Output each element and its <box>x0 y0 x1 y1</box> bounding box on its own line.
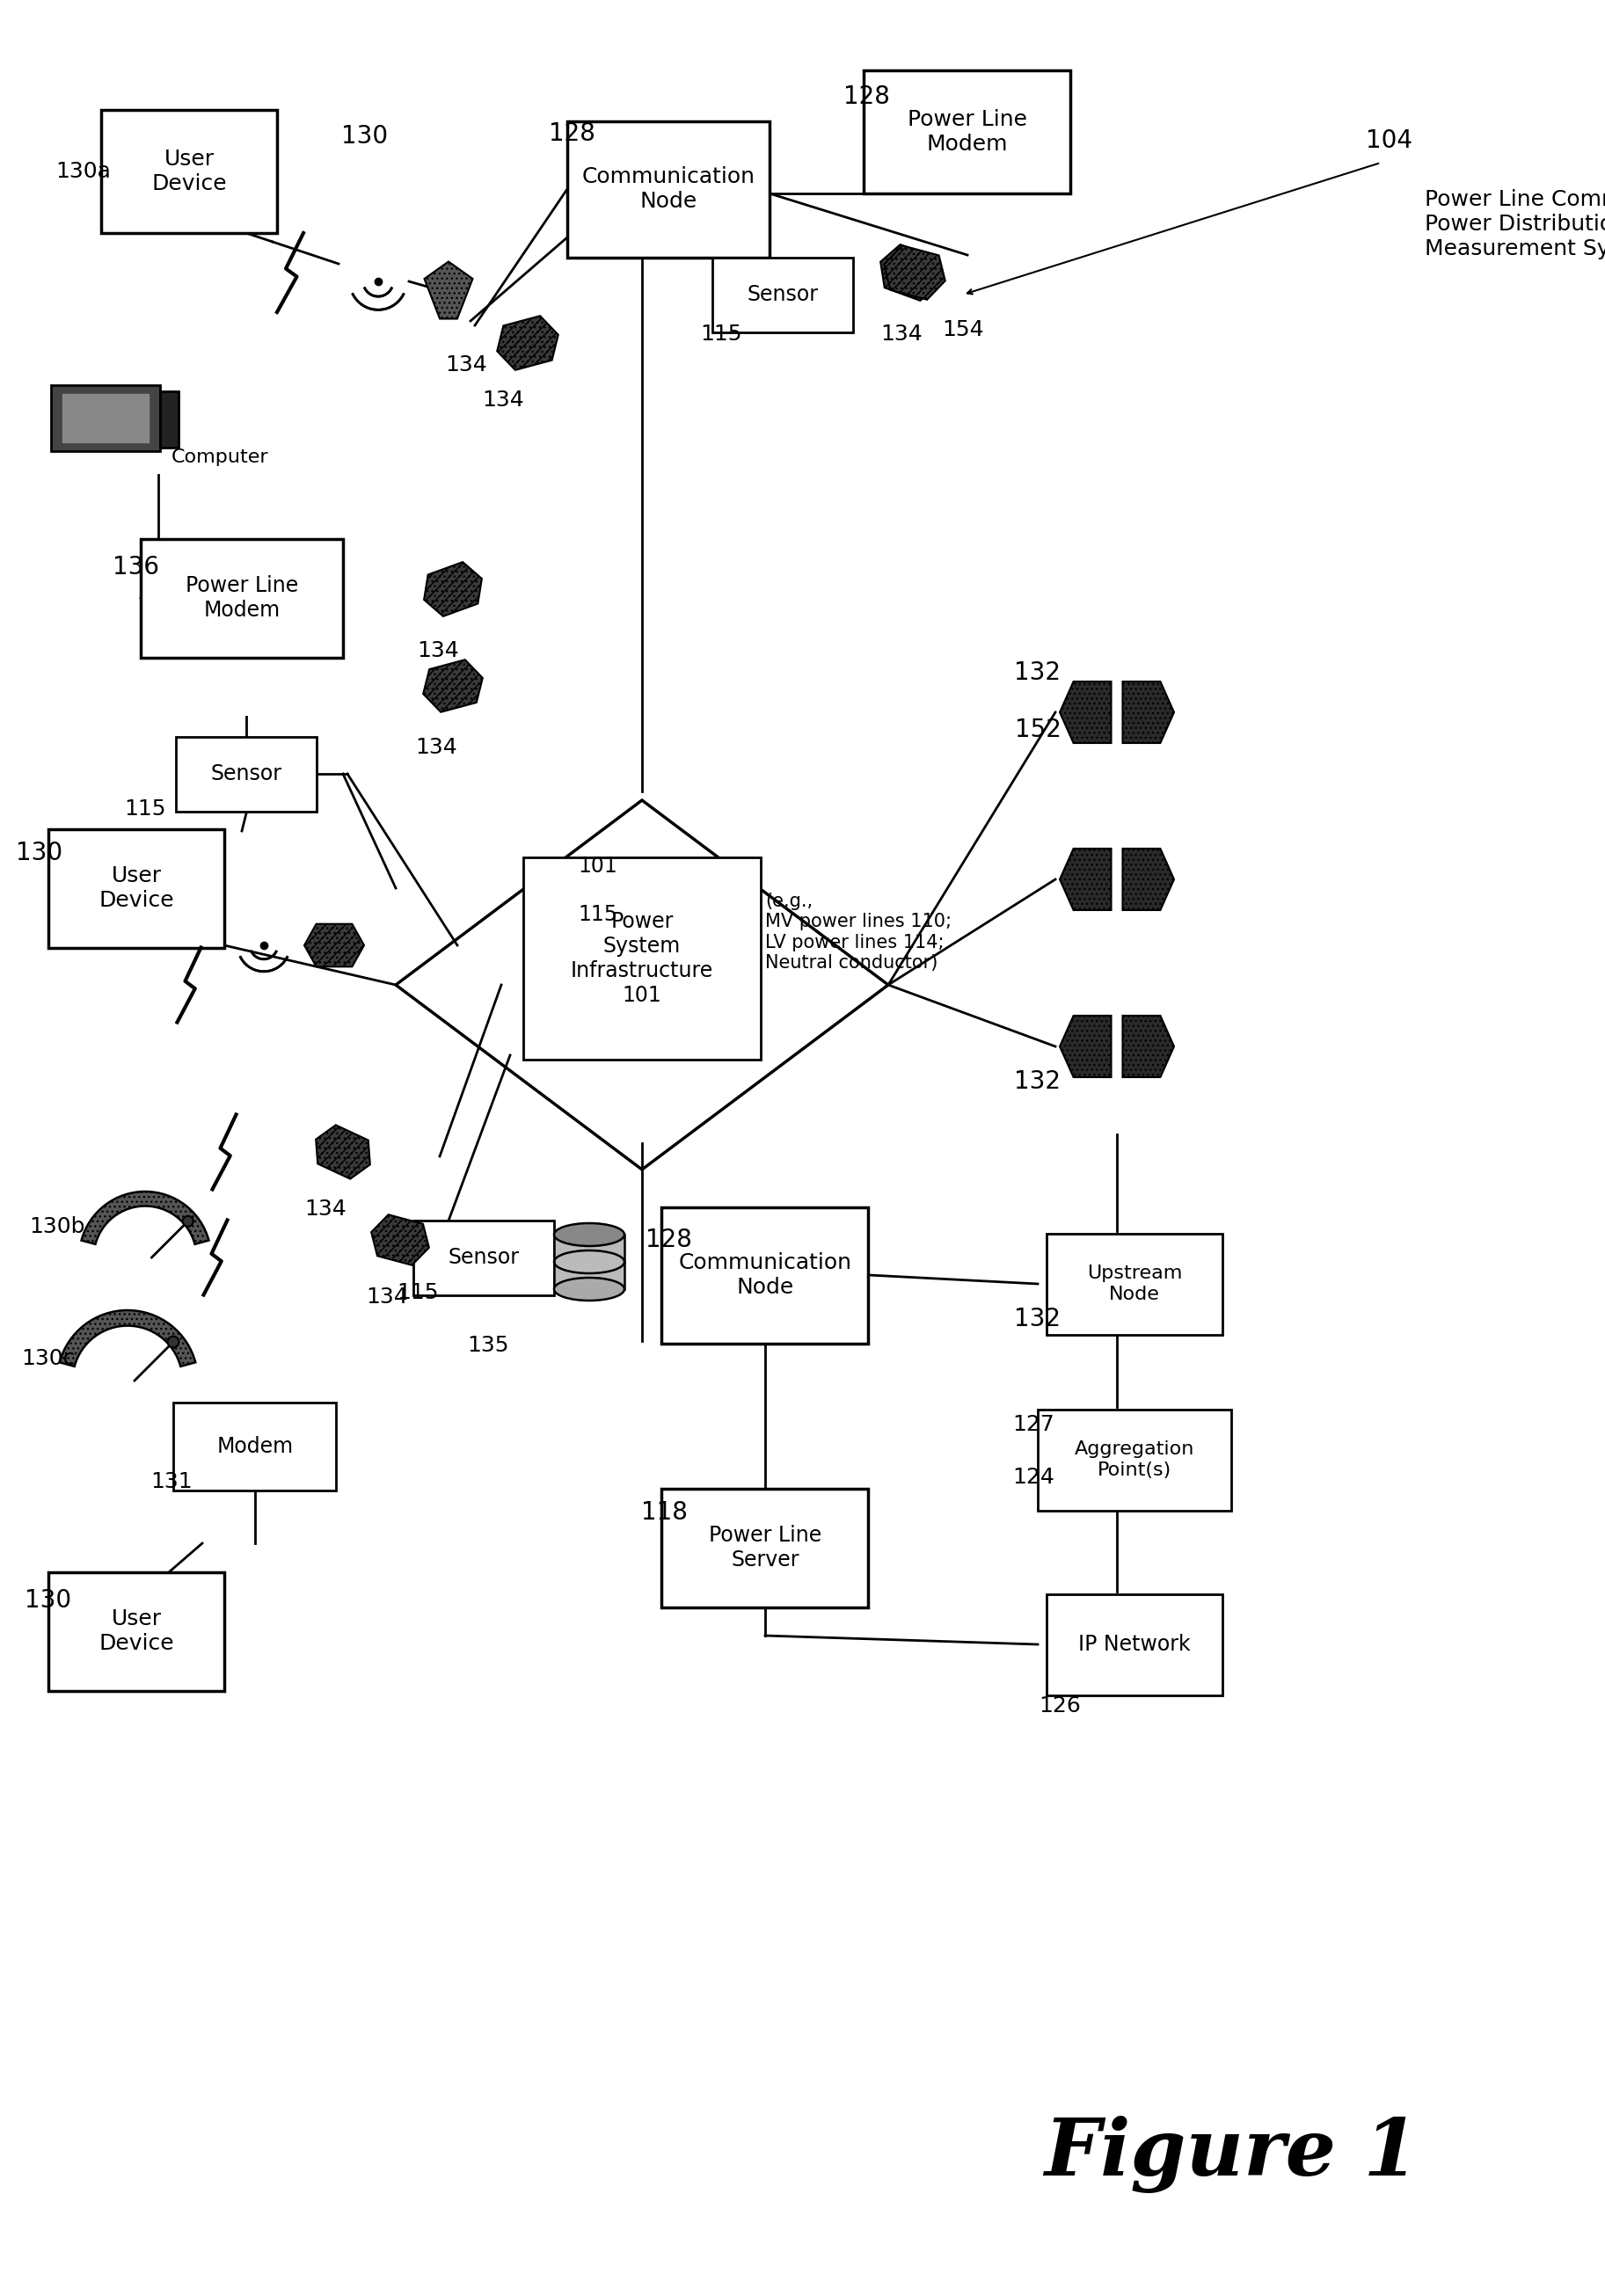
Text: 128: 128 <box>645 1228 692 1251</box>
Text: 126: 126 <box>1038 1694 1080 1717</box>
FancyBboxPatch shape <box>51 386 160 452</box>
FancyBboxPatch shape <box>48 829 225 948</box>
Text: Aggregation
Point(s): Aggregation Point(s) <box>1074 1440 1194 1479</box>
FancyBboxPatch shape <box>661 1208 868 1343</box>
Polygon shape <box>371 1215 429 1265</box>
Polygon shape <box>1122 850 1175 909</box>
Text: 154: 154 <box>942 319 984 340</box>
Text: Power Line
Modem: Power Line Modem <box>907 110 1027 154</box>
Text: User
Device: User Device <box>98 866 173 912</box>
Text: Power Line
Server: Power Line Server <box>709 1525 822 1570</box>
Polygon shape <box>1059 682 1111 744</box>
Text: Power
System
Infrastructure
101: Power System Infrastructure 101 <box>571 912 713 1006</box>
Polygon shape <box>884 246 945 301</box>
Circle shape <box>183 1217 193 1226</box>
FancyBboxPatch shape <box>101 110 278 232</box>
Text: 134: 134 <box>417 641 459 661</box>
Text: 115: 115 <box>396 1281 438 1304</box>
Text: Power Line
Modem: Power Line Modem <box>186 576 299 620</box>
Ellipse shape <box>554 1277 624 1300</box>
Text: 136: 136 <box>112 556 159 579</box>
Text: 134: 134 <box>366 1286 408 1309</box>
FancyBboxPatch shape <box>1046 1593 1223 1694</box>
Text: 132: 132 <box>1014 1306 1061 1332</box>
Text: Sensor: Sensor <box>746 285 819 305</box>
FancyBboxPatch shape <box>173 1403 337 1490</box>
Text: 115: 115 <box>124 799 165 820</box>
Polygon shape <box>881 246 941 301</box>
Polygon shape <box>1059 850 1111 909</box>
Text: Computer: Computer <box>172 448 268 466</box>
FancyBboxPatch shape <box>1046 1233 1223 1334</box>
FancyBboxPatch shape <box>523 856 761 1061</box>
FancyBboxPatch shape <box>63 395 149 441</box>
Text: 152: 152 <box>1014 719 1061 742</box>
FancyBboxPatch shape <box>177 737 316 810</box>
Polygon shape <box>1059 1015 1111 1077</box>
Text: 130c: 130c <box>21 1348 75 1368</box>
Text: 130: 130 <box>16 840 63 866</box>
Text: 115: 115 <box>700 324 742 344</box>
Text: User
Device: User Device <box>98 1609 173 1653</box>
Text: 124: 124 <box>1013 1467 1054 1488</box>
Polygon shape <box>424 563 482 615</box>
FancyBboxPatch shape <box>567 122 769 257</box>
Polygon shape <box>316 1125 371 1178</box>
Text: 130a: 130a <box>56 161 111 181</box>
Text: IP Network: IP Network <box>1079 1635 1191 1655</box>
Text: 134: 134 <box>881 324 923 344</box>
Text: (e.g.,
MV power lines 110;
LV power lines 114;
Neutral conductor): (e.g., MV power lines 110; LV power line… <box>766 893 952 971</box>
Text: 131: 131 <box>151 1472 193 1492</box>
FancyBboxPatch shape <box>160 390 178 448</box>
Text: 130b: 130b <box>29 1217 85 1238</box>
FancyBboxPatch shape <box>863 71 1071 193</box>
Text: Modem: Modem <box>217 1435 294 1458</box>
Text: 115: 115 <box>578 905 618 925</box>
Text: 128: 128 <box>843 85 889 108</box>
Ellipse shape <box>554 1224 624 1247</box>
Text: 118: 118 <box>640 1499 687 1525</box>
Circle shape <box>167 1336 178 1348</box>
Text: 135: 135 <box>467 1334 509 1357</box>
Polygon shape <box>1122 682 1175 744</box>
Wedge shape <box>82 1192 209 1244</box>
Text: Upstream
Node: Upstream Node <box>1087 1265 1183 1302</box>
Text: 127: 127 <box>1013 1414 1054 1435</box>
Text: 128: 128 <box>549 122 595 147</box>
Wedge shape <box>59 1311 196 1366</box>
Text: Sensor: Sensor <box>448 1247 520 1267</box>
Text: Sensor: Sensor <box>210 762 282 785</box>
Text: 132: 132 <box>1014 1070 1061 1093</box>
Text: 132: 132 <box>1014 661 1061 684</box>
Text: 130: 130 <box>26 1589 72 1612</box>
Text: 104: 104 <box>1366 129 1412 154</box>
FancyBboxPatch shape <box>141 540 343 657</box>
Text: 134: 134 <box>445 354 486 377</box>
Text: Communication
Node: Communication Node <box>679 1251 852 1297</box>
Polygon shape <box>424 262 473 319</box>
Text: 134: 134 <box>305 1199 347 1219</box>
FancyBboxPatch shape <box>554 1235 624 1288</box>
FancyBboxPatch shape <box>1038 1410 1231 1511</box>
FancyBboxPatch shape <box>713 257 854 333</box>
Text: 134: 134 <box>416 737 457 758</box>
Polygon shape <box>424 659 483 712</box>
Text: Figure 1: Figure 1 <box>1043 2115 1419 2193</box>
FancyBboxPatch shape <box>414 1219 554 1295</box>
Text: 130: 130 <box>342 124 388 149</box>
Polygon shape <box>305 923 364 967</box>
Text: User
Device: User Device <box>151 149 226 195</box>
Polygon shape <box>498 317 559 370</box>
Text: Power Line Communication &
Power Distribution Parameter
Measurement System: Power Line Communication & Power Distrib… <box>1425 188 1605 259</box>
Polygon shape <box>1122 1015 1175 1077</box>
FancyBboxPatch shape <box>661 1488 868 1607</box>
FancyBboxPatch shape <box>48 1573 225 1690</box>
Text: 134: 134 <box>482 390 525 411</box>
Text: 101: 101 <box>578 856 618 877</box>
Text: Communication
Node: Communication Node <box>581 165 754 211</box>
